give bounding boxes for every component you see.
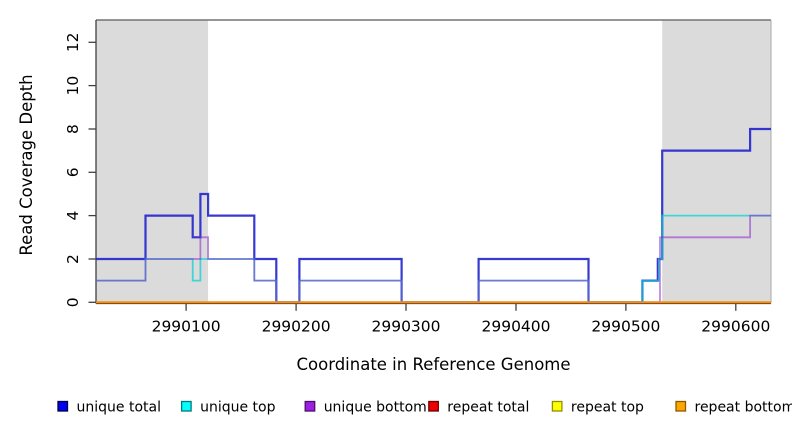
legend-swatch-unique-total [57, 400, 69, 412]
legend-label: repeat bottom [695, 400, 792, 416]
legend-item: unique top [180, 400, 276, 416]
legend-swatch-unique-top [180, 400, 192, 412]
y-tick-label: 8 [64, 124, 82, 134]
y-axis-title: Read Coverage Depth [17, 74, 36, 255]
x-tick-label: 2990200 [262, 318, 331, 336]
legend-label: unique total [77, 400, 161, 416]
legend-label: repeat top [571, 400, 644, 416]
left-masked-region [96, 20, 209, 304]
y-tick-label: 4 [64, 211, 82, 221]
x-tick-label: 2990100 [152, 318, 221, 336]
legend-label: repeat total [447, 400, 529, 416]
y-tick-label: 10 [64, 76, 82, 96]
legend-swatch-unique-bottom [304, 400, 316, 412]
legend-item: unique total [57, 400, 161, 416]
series-unique-bottom [96, 214, 771, 304]
legend-item: repeat total [428, 400, 529, 416]
x-axis-title: Coordinate in Reference Genome [296, 355, 570, 374]
legend-label: unique bottom [324, 400, 427, 416]
right-masked-region [662, 20, 771, 304]
x-tick-label: 2990500 [591, 318, 660, 336]
y-tick-label: 12 [64, 32, 82, 52]
legend-item: repeat top [551, 400, 644, 416]
legend-item: unique bottom [304, 400, 427, 416]
x-tick-label: 2990400 [481, 318, 550, 336]
legend-swatch-repeat-top [551, 400, 563, 412]
x-tick-label: 2990600 [701, 318, 770, 336]
y-tick-label: 0 [64, 297, 82, 307]
x-tick-label: 2990300 [371, 318, 440, 336]
legend-item: repeat bottom [675, 400, 792, 416]
legend-swatch-repeat-bottom [675, 400, 687, 412]
y-tick-label: 6 [64, 167, 82, 177]
y-tick-label: 2 [64, 254, 82, 264]
legend-swatch-repeat-total [428, 400, 439, 412]
legend-label: unique top [200, 400, 276, 416]
